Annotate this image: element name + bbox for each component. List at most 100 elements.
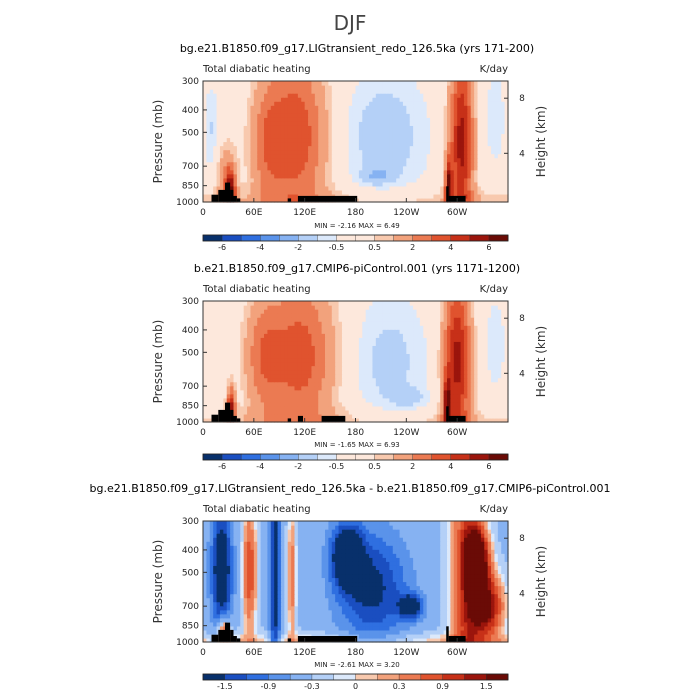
heatmap-cell (430, 349, 435, 355)
heatmap-cell (470, 389, 475, 395)
heatmap-cell (304, 117, 309, 122)
heatmap-cell (206, 373, 211, 379)
heatmap-cell (328, 385, 333, 391)
heatmap-cell (267, 357, 272, 363)
heatmap-cell (463, 129, 468, 135)
heatmap-cell (484, 109, 489, 114)
heatmap-cell (260, 89, 265, 94)
heatmap-cell (230, 397, 235, 403)
heatmap-cell (287, 389, 292, 395)
heatmap-cell (250, 137, 255, 143)
heatmap-cell (497, 409, 502, 415)
heatmap-cell (443, 393, 448, 399)
heatmap-cell (443, 101, 448, 106)
heatmap-cell (440, 129, 445, 135)
heatmap-cell (257, 193, 262, 199)
heatmap-cell (253, 321, 258, 326)
heatmap-cell (436, 197, 441, 203)
heatmap-cell (270, 121, 275, 126)
heatmap-cell (294, 369, 299, 375)
heatmap-cell (430, 121, 435, 126)
heatmap-cell (270, 145, 275, 151)
heatmap-cell (433, 357, 438, 363)
heatmap-cell (504, 169, 509, 175)
heatmap-cell (453, 361, 458, 367)
heatmap-cell (270, 81, 275, 86)
heatmap-cell (213, 113, 218, 118)
heatmap-cell (223, 113, 228, 118)
height-axis-label: Height (km) (534, 106, 548, 177)
heatmap-cell (392, 357, 397, 363)
heatmap-cell (331, 101, 336, 106)
heatmap-cell (226, 141, 231, 147)
heatmap-cell (402, 381, 407, 387)
heatmap-cell (240, 193, 245, 199)
heatmap-cell (277, 85, 282, 90)
heatmap-cell (386, 353, 390, 359)
heatmap-cell (389, 341, 394, 346)
heatmap-cell (440, 385, 445, 391)
heatmap-cell (477, 113, 482, 118)
heatmap-cell (497, 417, 502, 423)
heatmap-cell (372, 389, 377, 395)
heatmap-cell (453, 85, 458, 90)
heatmap-cell (450, 89, 455, 94)
heatmap-cell (274, 417, 279, 423)
heatmap-cell (247, 329, 252, 334)
heatmap-cell (399, 381, 404, 387)
heatmap-cell (223, 89, 228, 94)
heatmap-cell (392, 381, 397, 387)
heatmap-cell (287, 385, 292, 391)
heatmap-cell (453, 153, 458, 159)
heatmap-cell (325, 365, 329, 371)
heatmap-cell (396, 149, 401, 155)
heatmap-cell (491, 89, 496, 94)
heatmap-cell (321, 113, 326, 118)
heatmap-cell (267, 341, 272, 346)
heatmap-cell (203, 117, 207, 122)
heatmap-cell (453, 141, 458, 147)
heatmap-cell (447, 345, 451, 350)
heatmap-cell (260, 417, 265, 423)
heatmap-cell (450, 189, 455, 195)
heatmap-cell (243, 357, 248, 363)
heatmap-cell (426, 181, 431, 187)
heatmap-cell (270, 405, 275, 411)
heatmap-cell (389, 133, 394, 139)
heatmap-cell (447, 185, 451, 191)
heatmap-cell (355, 349, 360, 355)
heatmap-cell (348, 185, 353, 191)
heatmap-cell (396, 401, 401, 407)
heatmap-cell (386, 325, 390, 330)
heatmap-cell (501, 121, 506, 126)
heatmap-cell (318, 393, 323, 399)
heatmap-cell (457, 381, 462, 387)
heatmap-cell (230, 373, 235, 379)
heatmap-cell (321, 157, 326, 163)
heatmap-cell (386, 361, 390, 367)
heatmap-cell (372, 409, 377, 415)
heatmap-cell (335, 337, 340, 342)
heatmap-cell (260, 329, 265, 334)
heatmap-cell (219, 321, 224, 326)
heatmap-cell (358, 161, 363, 167)
heatmap-cell (392, 157, 397, 163)
heatmap-cell (369, 333, 374, 338)
heatmap-cell (389, 141, 394, 147)
heatmap-cell (338, 81, 343, 86)
heatmap-cell (226, 321, 231, 326)
heatmap-cell (470, 125, 475, 130)
heatmap-cell (280, 405, 285, 411)
heatmap-cell (423, 357, 428, 363)
heatmap-cell (274, 401, 279, 407)
heatmap-cell (477, 97, 482, 102)
heatmap-cell (352, 113, 357, 118)
heatmap-cell (467, 357, 472, 363)
heatmap-cell (345, 133, 350, 139)
heatmap-cell (467, 189, 472, 195)
heatmap-cell (287, 97, 292, 102)
heatmap-cell (260, 381, 265, 387)
heatmap-cell (257, 357, 262, 363)
heatmap-cell (426, 97, 431, 102)
heatmap-cell (270, 101, 275, 106)
